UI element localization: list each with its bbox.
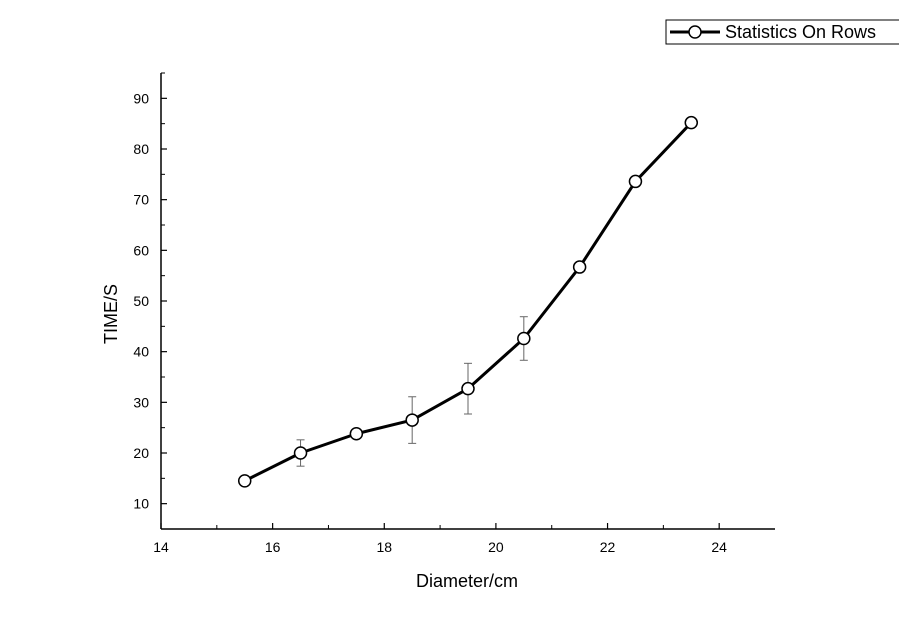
y-tick-label: 50 [133,293,149,309]
y-tick-label: 40 [133,344,149,360]
y-tick-label: 30 [133,394,149,410]
x-tick-label: 20 [488,539,504,555]
x-tick-label: 24 [711,539,727,555]
data-point [517,331,531,346]
data-point [461,381,475,396]
y-axis-title: TIME/S [101,284,121,344]
y-tick-label: 80 [133,141,149,157]
y-tick-label: 90 [133,90,149,106]
x-tick-label: 14 [153,539,169,555]
y-tick-label: 10 [133,496,149,512]
data-markers [237,115,699,488]
x-tick-label: 18 [376,539,392,555]
y-tick-label: 20 [133,445,149,461]
legend-marker-swatch [688,25,702,39]
data-point [684,115,699,130]
data-point [628,174,643,189]
y-tick-label: 60 [133,242,149,258]
data-point [293,446,308,460]
legend-label: Statistics On Rows [725,22,876,42]
data-point [405,413,419,427]
data-point [572,260,587,274]
x-tick-label: 16 [265,539,281,555]
x-tick-label: 22 [600,539,616,555]
y-tick-label: 70 [133,192,149,208]
axes: 14 16 18 20 22 24 10 20 30 40 50 60 70 80 90 [133,72,775,555]
data-point [237,474,252,488]
x-axis-title: Diameter/cm [416,571,518,591]
data-point [349,426,364,441]
series-line-layer [244,121,693,483]
legend: Statistics On Rows [665,19,899,45]
error-bars [240,119,696,486]
series-line [244,121,693,483]
